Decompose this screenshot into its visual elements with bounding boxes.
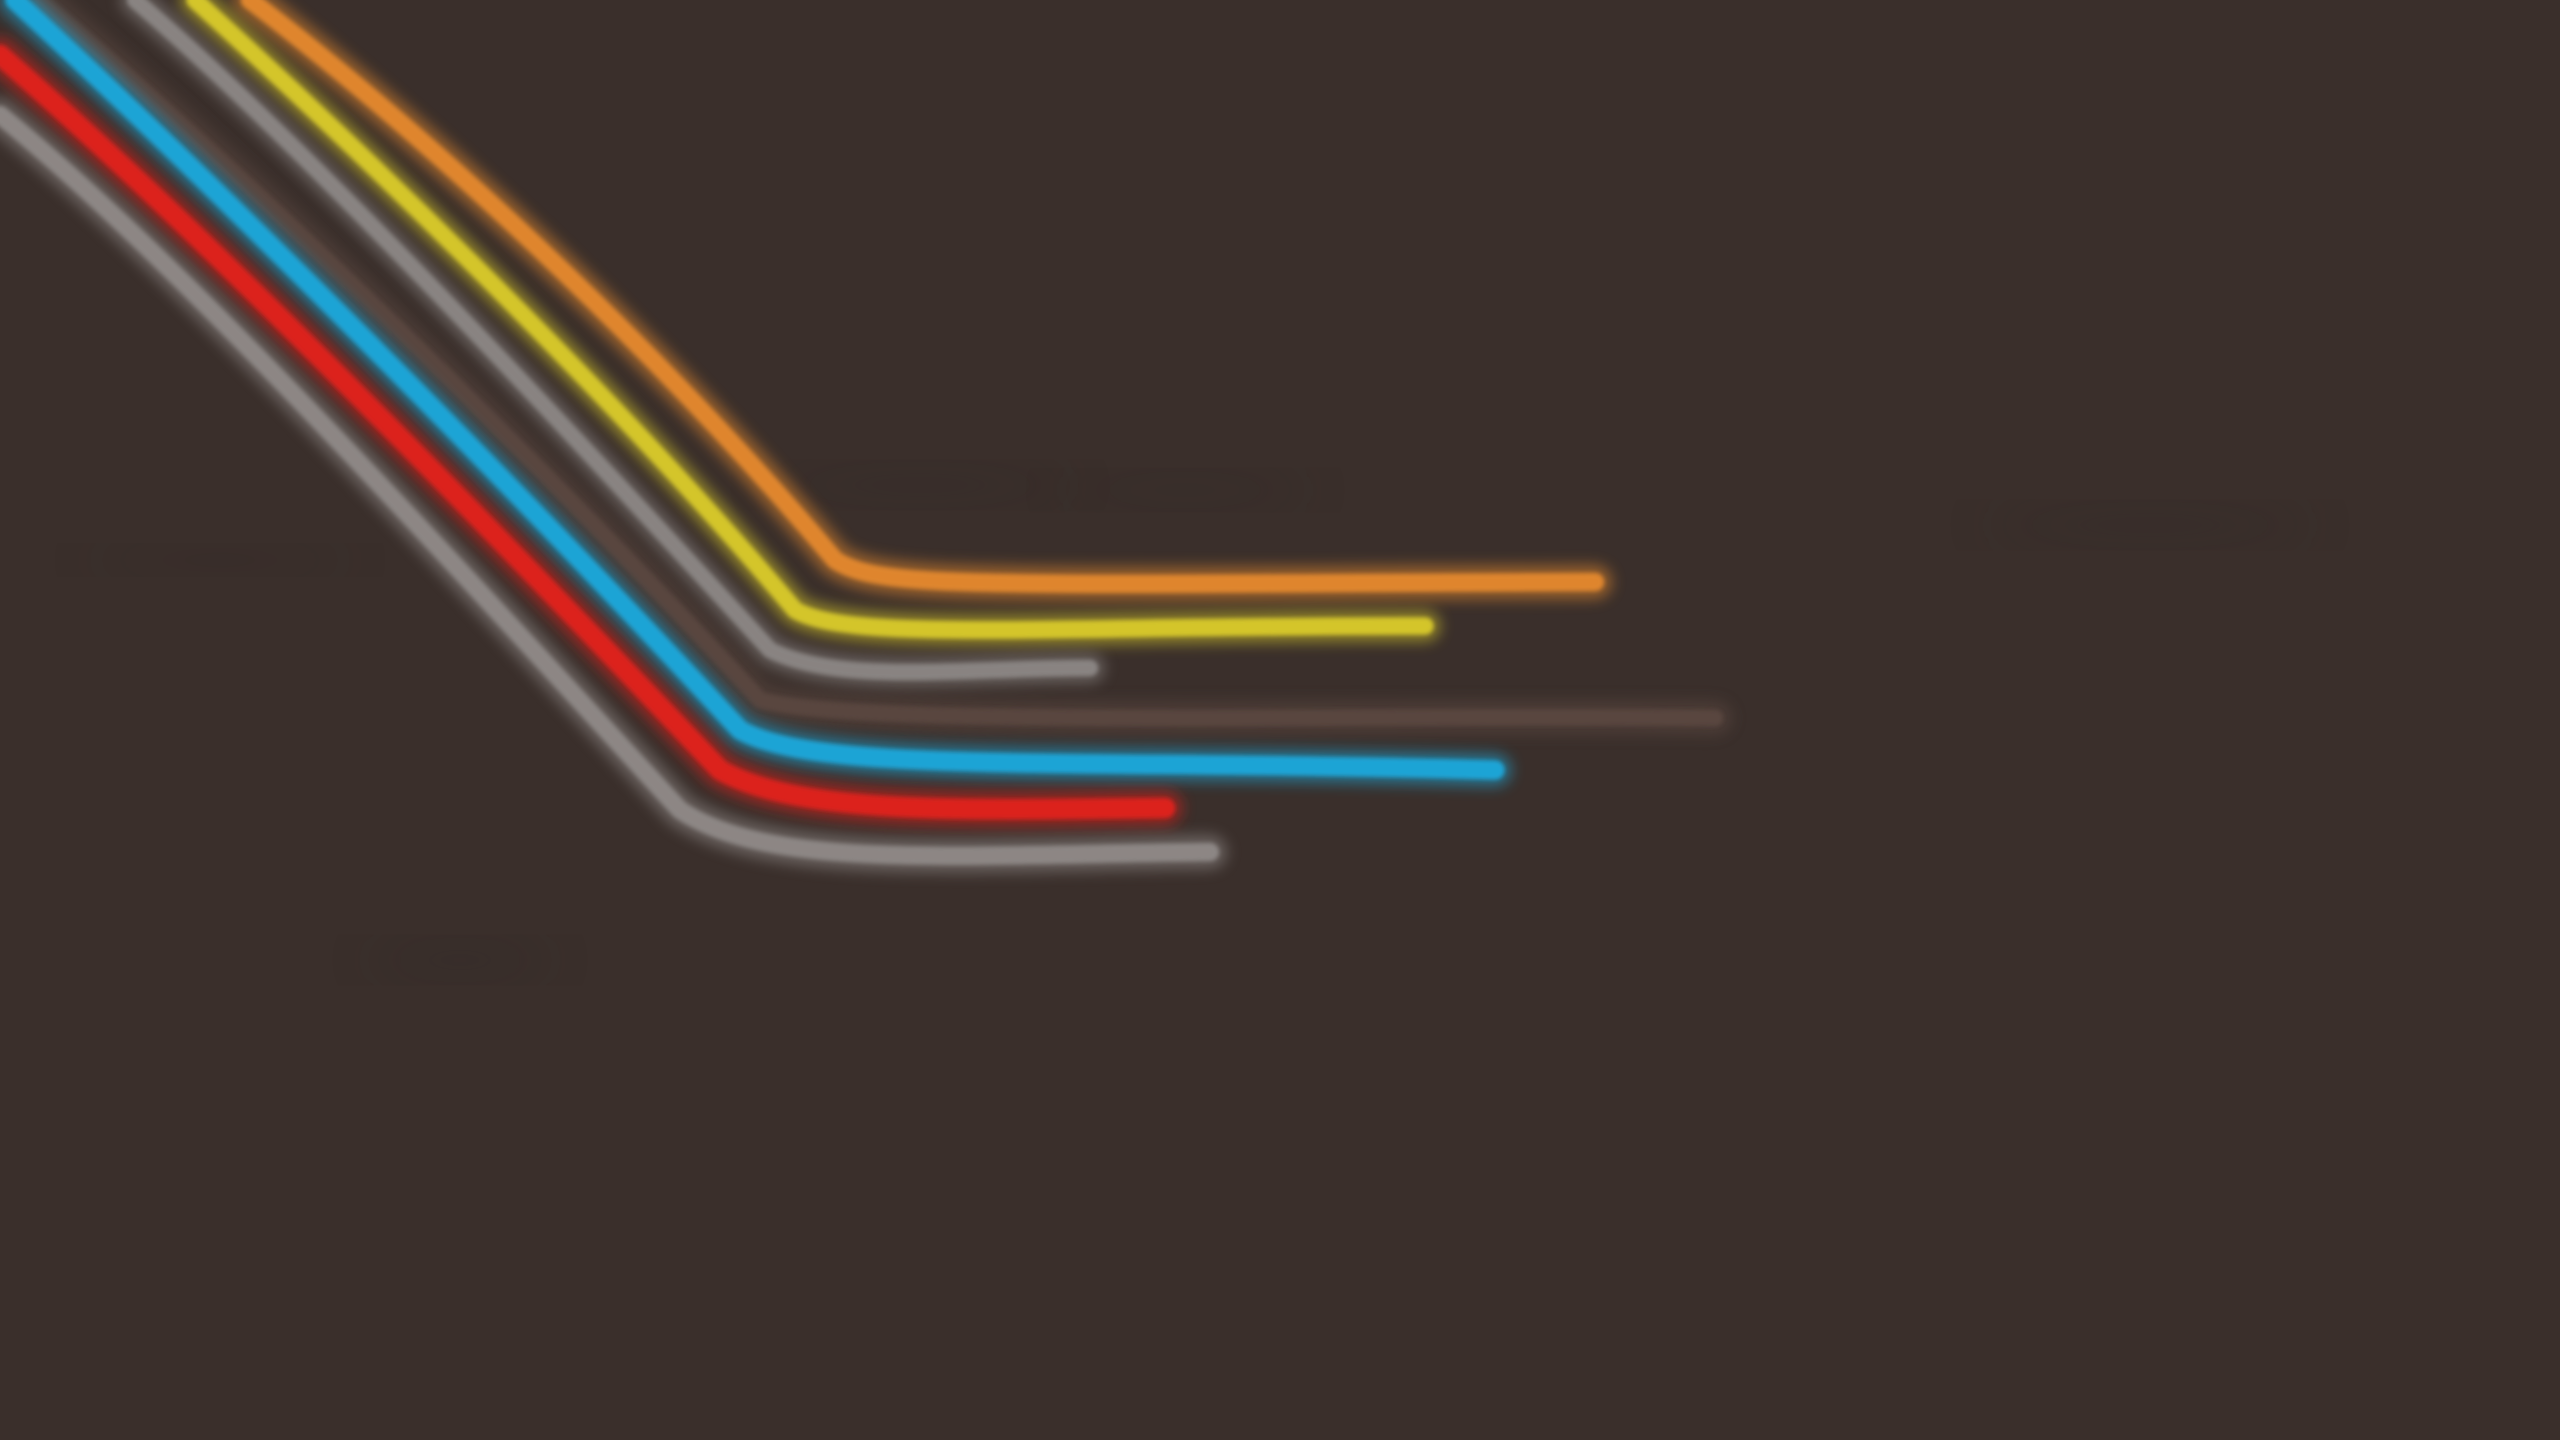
streak-dark-brown-core	[32, 0, 1723, 727]
streak-yellow	[179, 0, 1441, 646]
streak-gray-lower	[0, 98, 1227, 873]
streak-gray-upper-core	[127, 0, 1098, 681]
streak-red-core	[0, 45, 1175, 820]
streak-orange-core	[241, 0, 1604, 593]
streak-red	[0, 37, 1183, 827]
streak-gray-lower-core	[0, 106, 1219, 865]
streak-dark-brown	[23, 0, 1732, 736]
streak-yellow-core	[186, 0, 1434, 639]
background-haze	[80, 467, 2320, 978]
streak-group	[0, 0, 1732, 873]
streak-gray-upper	[120, 0, 1105, 688]
streak-orange	[233, 0, 1612, 601]
streak-blue-core	[5, 0, 1505, 780]
streak-blue	[0, 0, 1512, 787]
